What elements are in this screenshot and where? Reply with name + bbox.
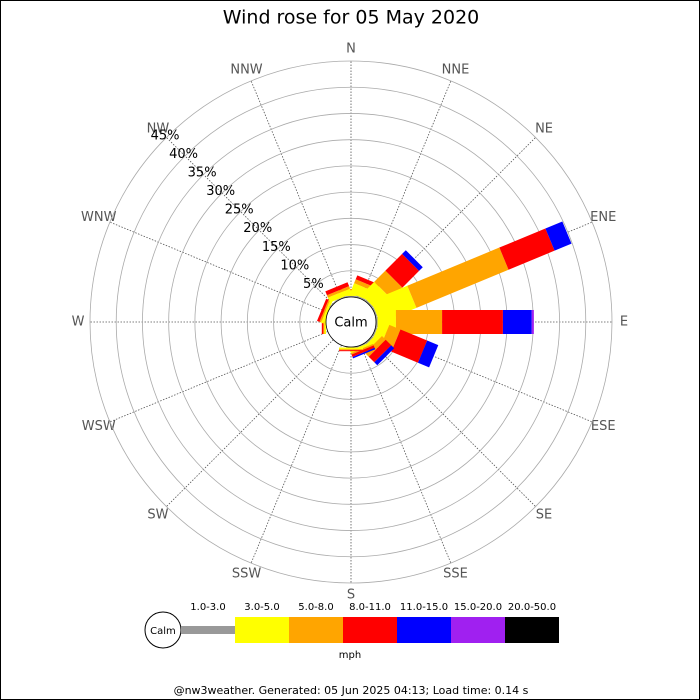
legend-swatch — [343, 617, 397, 643]
direction-label: E — [620, 315, 628, 330]
wind-bar-segment — [391, 329, 428, 363]
legend-label: 11.0-15.0 — [400, 602, 448, 613]
wind-bar-segment — [402, 250, 423, 271]
wind-bar-segment — [368, 339, 392, 363]
legend-calm-label: Calm — [150, 626, 176, 637]
wind-bar-segment — [417, 340, 439, 368]
grid-ring — [89, 60, 613, 584]
radial-line — [250, 344, 342, 564]
direction-label: NNW — [230, 62, 262, 77]
legend-label: 5.0-8.0 — [298, 602, 333, 613]
legend-swatch — [397, 617, 451, 643]
y-tick-label: 5% — [303, 277, 324, 292]
wind-bar-segment — [346, 295, 356, 297]
grid-ring — [142, 113, 560, 531]
wind-bar-segment — [355, 343, 366, 348]
wind-bar-segment — [385, 253, 420, 288]
wind-bar-segment — [365, 336, 386, 357]
wind-bar-segment — [545, 221, 572, 251]
wind-bar-segment — [531, 310, 534, 334]
wind-bar-segment — [355, 295, 366, 301]
direction-label: ENE — [590, 210, 616, 225]
legend-swatch — [451, 617, 505, 643]
legend-swatch — [235, 617, 289, 643]
wind-bar-segment — [351, 345, 375, 357]
radial-line — [360, 80, 452, 300]
radial-line — [166, 339, 334, 507]
y-tick-label: 25% — [225, 203, 254, 218]
wind-bar-segment — [339, 350, 363, 352]
legend-label: 15.0-20.0 — [454, 602, 502, 613]
direction-label: WSW — [82, 419, 116, 434]
y-tick-label: 10% — [280, 258, 309, 273]
wind-bar-segment — [442, 310, 503, 334]
direction-label: ESE — [591, 419, 616, 434]
wind-bar-segment — [319, 299, 331, 323]
wind-bar-segment — [374, 345, 395, 366]
direction-label: NW — [147, 121, 170, 136]
wind-bar-segment — [365, 336, 374, 345]
legend-label: 1.0-3.0 — [190, 602, 225, 613]
y-tick-label: 30% — [206, 184, 235, 199]
legend-label: 20.0-50.0 — [508, 602, 556, 613]
direction-label: SSE — [443, 567, 468, 582]
y-tick-label: 15% — [262, 240, 291, 255]
wind-bar-segment — [327, 288, 353, 303]
wind-bar-segment — [502, 310, 532, 334]
legend-label: 8.0-11.0 — [349, 602, 391, 613]
legend-swatch — [181, 626, 235, 634]
wind-bar-segment — [317, 298, 329, 322]
wind-bar-segment — [329, 300, 337, 308]
wind-bar-segment — [339, 289, 363, 291]
wind-bar-segment — [372, 307, 378, 318]
y-tick-label: 20% — [243, 221, 272, 236]
chart-title: Wind rose for 05 May 2020 — [223, 7, 480, 29]
radial-line — [109, 221, 329, 313]
direction-label: W — [72, 315, 85, 330]
radial-line — [368, 339, 536, 507]
y-tick-label: 35% — [188, 166, 217, 181]
y-tick-label: 40% — [169, 147, 198, 162]
wind-bar-segment — [339, 347, 363, 350]
wind-bar-segment — [339, 349, 363, 351]
direction-label: N — [346, 42, 356, 57]
wind-bar-segment — [326, 286, 351, 298]
legend-unit: mph — [339, 650, 361, 661]
radial-line — [250, 80, 342, 300]
radial-line — [360, 344, 452, 564]
calm-label: Calm — [334, 316, 367, 331]
y-tick-label: 45% — [151, 129, 180, 144]
wind-bar-segment — [365, 299, 374, 308]
wind-bar-segment — [372, 326, 378, 337]
wind-bar-segment — [395, 310, 443, 334]
wind-bar-segment — [407, 247, 509, 308]
wind-bar-segment — [320, 300, 333, 324]
wind-bar-segment — [339, 293, 363, 296]
wind-bar-segment — [499, 228, 555, 270]
direction-label: SW — [147, 508, 168, 523]
direction-label: SE — [536, 508, 552, 523]
direction-label: SSW — [232, 567, 262, 582]
wind-bar-segment — [376, 317, 378, 327]
calm-circle — [325, 296, 377, 348]
wind-bar-segment — [325, 282, 350, 296]
wind-bar-segment — [352, 347, 376, 359]
legend-swatch — [289, 617, 343, 643]
direction-label: NNE — [442, 62, 470, 77]
legend-label: 3.0-5.0 — [244, 602, 279, 613]
direction-label: NE — [535, 121, 553, 136]
direction-label: S — [347, 588, 355, 603]
grid-ring — [115, 86, 587, 558]
radial-line — [166, 137, 334, 305]
legend-swatch — [505, 617, 559, 643]
radial-line — [109, 331, 329, 423]
footer: @nw3weather. Generated: 05 Jun 2025 04:1… — [174, 684, 529, 697]
direction-label: WNW — [81, 210, 117, 225]
wind-bar-segment — [336, 296, 347, 301]
